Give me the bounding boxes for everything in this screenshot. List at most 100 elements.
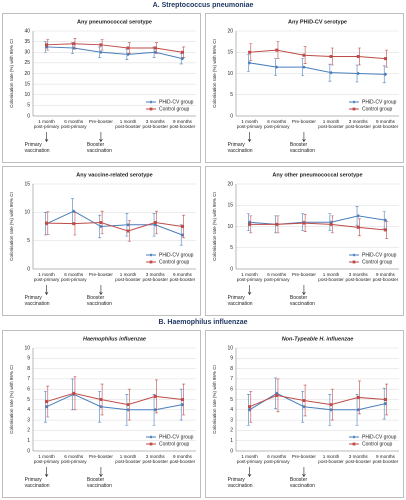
marker (275, 48, 279, 52)
marker (329, 70, 333, 75)
x-tick-label: 9 months post-booster (372, 119, 399, 129)
y-tick-label: 1 (27, 438, 30, 444)
panel: Any vaccine-related serotype Colonisation… (2, 166, 201, 316)
y-tick-label: 5 (230, 245, 233, 251)
annotation-arrow (44, 285, 49, 296)
y-tick-label: 0 (230, 448, 233, 454)
series-line (46, 393, 183, 411)
x-tick-label: 3 months post-booster (345, 454, 371, 464)
annotation-arrow (302, 467, 306, 478)
x-tick-label: 9 months post-booster (169, 119, 196, 129)
x-tick-label: 3 months post-booster (142, 119, 168, 129)
x-tick-label: 6 months post-primary (60, 272, 87, 282)
y-axis-label: Colonisation rate (%) with 95% CI (9, 192, 14, 261)
x-tick-label: 9 months post-booster (372, 454, 399, 464)
chart-title: Any vaccine-related serotype (76, 172, 152, 178)
marker (72, 42, 76, 46)
marker (248, 50, 252, 54)
x-tick-label: 6 months post-primary (60, 454, 87, 464)
y-tick-label: 15 (24, 181, 30, 187)
marker (45, 221, 49, 225)
y-tick-label: 40 (24, 28, 30, 34)
marker (180, 50, 184, 54)
y-tick-label: 5 (27, 103, 30, 109)
marker (72, 222, 76, 226)
x-tick-label: Pre-booster (88, 272, 113, 277)
marker (72, 391, 76, 395)
y-axis-label: Colonisation rate (%) with 95% CI (9, 39, 14, 108)
x-tick-label: 1 month post-booster (115, 272, 141, 282)
y-tick-label: 20 (24, 71, 30, 77)
annotation-arrow (302, 285, 306, 296)
chart-title: Any PHiD-CV serotype (288, 19, 347, 25)
legend-label: PHiD-CV group (159, 434, 194, 440)
marker (275, 393, 279, 397)
x-tick-label: 1 month post-primary (33, 119, 60, 129)
series-line (249, 392, 386, 411)
x-tick-label: Pre-booster (88, 454, 113, 459)
x-tick-label: 6 months post-primary (60, 119, 87, 129)
chart-title: Haemophilus influenzae (83, 336, 146, 342)
y-tick-label: 5 (27, 238, 30, 244)
panel: Any other pneumococcal serotype Colonisat… (205, 166, 404, 316)
annotation-arrow (44, 132, 49, 143)
marker (248, 405, 252, 409)
legend-label: Control group (362, 441, 393, 447)
marker (275, 222, 279, 226)
annotation: Booster vaccination (86, 477, 112, 489)
y-tick-label: 1 (230, 438, 233, 444)
legend-label: Control group (159, 441, 190, 447)
y-tick-label: 0 (27, 113, 30, 119)
annotation: Booster vaccination (86, 295, 112, 307)
marker (45, 400, 49, 404)
marker (383, 57, 387, 61)
legend-marker (149, 260, 153, 264)
marker (180, 225, 184, 228)
y-tick-label: 25 (24, 60, 30, 66)
marker (71, 46, 76, 50)
legend-marker (352, 107, 356, 111)
annotation-arrow (247, 467, 252, 478)
x-tick-label: 1 month post-booster (115, 119, 141, 129)
x-tick-label: 3 months post-booster (345, 119, 371, 129)
y-tick-label: 4 (27, 407, 30, 413)
x-tick-label: 6 months post-primary (263, 119, 290, 129)
annotation-arrow (99, 132, 103, 143)
x-tick-label: 1 month post-primary (236, 272, 263, 282)
annotation: Primary vaccination (24, 142, 50, 154)
y-tick-label: 8 (27, 366, 30, 372)
y-tick-label: 15 (24, 81, 30, 87)
marker (329, 403, 333, 407)
marker (302, 221, 306, 225)
x-tick-label: 3 months post-booster (142, 272, 168, 282)
x-tick-label: 1 month post-booster (115, 454, 141, 464)
annotation: Primary vaccination (227, 295, 253, 307)
x-tick-label: 3 months post-booster (345, 272, 371, 282)
marker (180, 233, 185, 237)
y-tick-label: 20 (227, 28, 233, 34)
x-tick-label: Pre-booster (291, 119, 316, 124)
x-tick-label: 6 months post-primary (263, 272, 290, 282)
legend-label: PHiD-CV group (159, 99, 194, 105)
y-tick-label: 4 (230, 407, 233, 413)
y-tick-label: 10 (24, 92, 30, 98)
y-tick-label: 5 (230, 92, 233, 98)
y-tick-label: 8 (230, 366, 233, 372)
x-tick-label: Pre-booster (88, 119, 113, 124)
marker (356, 225, 360, 229)
marker (126, 229, 130, 233)
y-tick-label: 7 (230, 376, 233, 382)
marker (383, 218, 388, 222)
chart-title: Non-Typeable H. influenzae (282, 336, 354, 342)
plot: Any pneumococcal serotype Colonisation ra… (9, 19, 196, 143)
x-tick-label: 9 months post-booster (169, 272, 196, 282)
x-tick-label: 1 month post-primary (236, 454, 263, 464)
x-tick-label: 9 months post-booster (169, 454, 196, 464)
y-axis-label: Colonisation rate (%) with 95% CI (212, 39, 217, 108)
plot: Any vaccine-related serotype Colonisation… (9, 172, 196, 296)
series-line (249, 49, 386, 60)
y-tick-label: 10 (227, 224, 233, 230)
section-title: B. Haemophilus influenzae (158, 319, 248, 326)
y-axis-label: Colonisation rate (%) with 95% CI (212, 365, 217, 434)
